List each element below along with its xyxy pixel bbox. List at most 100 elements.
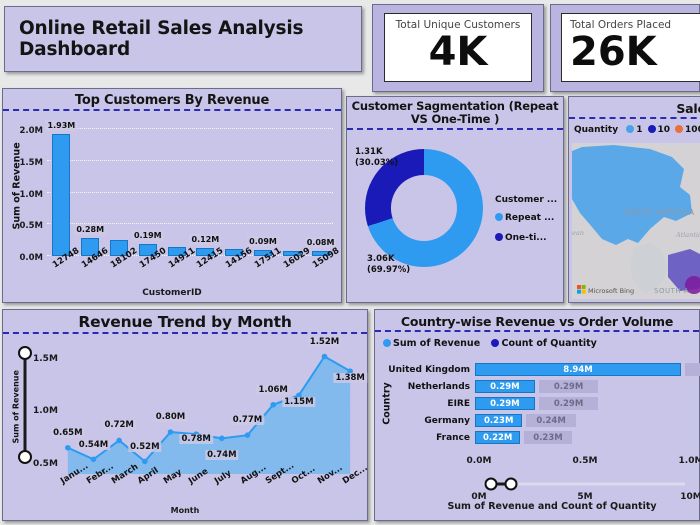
legend-item-one-time[interactable]: One-ti... (495, 233, 547, 243)
slider-knob-max[interactable] (18, 346, 32, 360)
legend-title: Customer ... (495, 195, 558, 205)
bar[interactable] (282, 250, 301, 256)
bar[interactable] (167, 246, 186, 256)
map-legend-items[interactable]: 1 10 100 (621, 125, 700, 135)
bar[interactable] (254, 250, 272, 256)
y-axis-label: Sum of Revenue (11, 370, 21, 444)
kpi-card-total-orders-placed[interactable]: Total Orders Placed 26K (550, 4, 700, 92)
bar-sum-of-revenue[interactable]: 0.22M (475, 431, 521, 444)
slider-knob-min[interactable] (484, 477, 498, 491)
kpi-card-total-unique-customers[interactable]: Total Unique Customers 4K (372, 4, 544, 92)
legend-label: 100 (685, 125, 700, 135)
bar-count-of-quantity[interactable]: 0.23M (524, 431, 572, 444)
legend-swatch-icon (495, 233, 503, 241)
bar-sum-of-revenue[interactable]: 8.94M (475, 363, 681, 376)
point-value-label: 0.65M (51, 427, 85, 438)
map-canvas[interactable]: NORTH AMERICA Atlantic Oc ean SOUTH A Mi… (572, 143, 700, 299)
donut-label-repeat: 3.06K (69.97%) (367, 254, 410, 275)
bar-count-of-quantity[interactable]: 0.24M (526, 414, 576, 427)
donut-chart[interactable] (365, 149, 483, 267)
bar-count-of-quantity[interactable]: 9.43M (685, 363, 700, 376)
country-name: Netherlands (407, 382, 470, 392)
point-value-label: 0.80M (153, 412, 188, 423)
map-attribution: Microsoft Bing (577, 285, 634, 295)
revenue-range-slider[interactable] (17, 346, 33, 464)
kpi-inner: Total Orders Placed 26K (561, 13, 700, 82)
bar[interactable] (110, 239, 128, 256)
legend-label: Repeat ... (505, 213, 555, 223)
bar[interactable] (81, 238, 100, 256)
title-divider (3, 332, 367, 334)
table-row[interactable]: Germany 0.23M 0.24M (379, 413, 689, 429)
legend-item-revenue[interactable]: Sum of Revenue (383, 338, 480, 349)
panel-title: Country-wise Revenue vs Order Volume (400, 314, 674, 329)
panel-sales-map: Sales Quantity 1 10 100 NORTH AMERICA Atla… (568, 96, 700, 303)
point-value-label: 0.72M (102, 420, 136, 431)
point-value-label: 1.06M (256, 384, 290, 395)
slider-track (483, 482, 685, 486)
quantity-range-slider[interactable] (483, 477, 685, 491)
legend-swatch-icon (647, 125, 656, 133)
map-legend-entry[interactable]: 10 (647, 125, 671, 135)
trend-plot-area: 0.65M 0.54M 0.72M 0.52M 0.80M 0.78M 0.74M 0.77M… (51, 336, 367, 474)
legend-swatch-icon (626, 125, 635, 133)
bar-value-label: 0.12M (189, 234, 222, 246)
country-name: Germany (424, 416, 470, 426)
attribution-text: Microsoft Bing (588, 287, 635, 295)
table-row[interactable]: United Kingdom 8.94M 9.43M (379, 362, 700, 378)
gridline (47, 223, 333, 225)
country-bars: 8.94M 9.43M (475, 362, 700, 378)
page-title: Online Retail Sales Analysis Dashboard (19, 18, 304, 60)
country-bars: 0.29M 0.29M (475, 396, 689, 412)
map-legend-entry[interactable]: 100 (675, 125, 700, 135)
bar-count-of-quantity[interactable]: 0.29M (538, 380, 599, 393)
bar[interactable] (52, 133, 71, 256)
panel-customer-segmentation: Customer Sagmentation (Repeat VS One-Tim… (346, 96, 564, 303)
kpi-value: 4K (428, 29, 488, 75)
map-legend-entry[interactable]: 1 (626, 125, 643, 135)
point-value-label: 0.74M (205, 450, 239, 461)
y-tick: 1.5M (33, 353, 58, 364)
title-divider (569, 117, 700, 119)
slider-knob-min[interactable] (18, 450, 32, 464)
bar-value-label: 1.93M (45, 119, 78, 131)
chart-legend[interactable]: Sum of Revenue Count of Quantity (383, 338, 597, 349)
table-row[interactable]: EIRE 0.29M 0.29M (379, 396, 689, 412)
country-bars: 0.23M 0.24M (475, 413, 689, 429)
slider-knob-max[interactable] (504, 477, 518, 491)
bar-sum-of-revenue[interactable]: 0.29M (475, 380, 535, 393)
donut-percent: (30.03%) (355, 157, 399, 168)
point-value-label: 0.78M (179, 434, 213, 445)
legend-item-repeat[interactable]: Repeat ... (495, 213, 554, 223)
bar-count-of-quantity[interactable]: 0.29M (538, 397, 599, 410)
table-row[interactable]: Netherlands 0.29M 0.29M (379, 379, 689, 395)
legend-label: 1 (636, 125, 643, 135)
panel-title: Top Customers By Revenue (74, 93, 270, 108)
y-tick: 2.0M (19, 126, 43, 137)
point-value-label: 1.15M (282, 397, 316, 408)
bar-sum-of-revenue[interactable]: 0.29M (475, 397, 535, 410)
svg-text:NORTH AMERICA: NORTH AMERICA (624, 208, 695, 217)
bar[interactable] (138, 243, 157, 256)
donut-label-one-time: 1.31K (30.03%) (355, 147, 398, 168)
legend-item-quantity[interactable]: Count of Quantity (491, 338, 597, 349)
donut-hole (390, 174, 458, 242)
legend-label: 10 (657, 125, 671, 135)
map-legend-title: Quantity (574, 125, 619, 135)
gridline (47, 255, 333, 256)
bar-sum-of-revenue[interactable]: 0.23M (475, 414, 523, 427)
country-name: EIRE (447, 399, 470, 409)
x-tick-slider: 10M (680, 492, 700, 502)
point-value-label: 0.52M (128, 442, 162, 453)
slider-track (23, 353, 27, 457)
table-row[interactable]: France 0.22M 0.23M (379, 430, 689, 446)
legend-label: Sum of Revenue (393, 338, 481, 349)
x-tick-top: 0.0M (466, 456, 492, 466)
title-divider (375, 330, 699, 332)
bar[interactable] (225, 249, 244, 256)
point-value-label: 0.54M (76, 440, 111, 451)
panel-top-customers-by-revenue: Top Customers By Revenue Sum of Revenue … (2, 88, 342, 303)
title-divider (347, 128, 563, 131)
bar[interactable] (311, 250, 330, 256)
bar[interactable] (196, 248, 215, 256)
